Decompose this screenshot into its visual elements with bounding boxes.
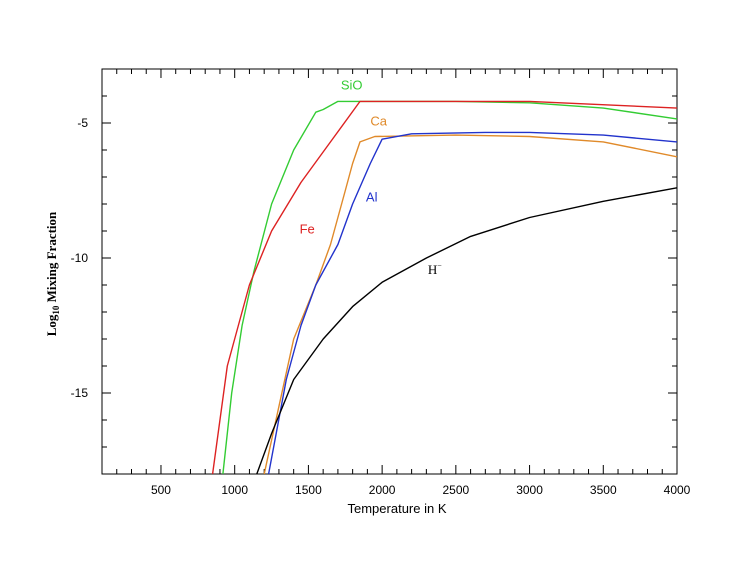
series-annotations: SiO Ca Al Fe H− [300, 77, 443, 277]
series-line-al [267, 131, 677, 474]
x-tick-label: 1500 [295, 483, 322, 497]
series-line-sio [222, 100, 677, 474]
label-sio: SiO [341, 77, 363, 92]
y-tick-label: -5 [77, 116, 88, 130]
label-al: Al [366, 189, 378, 204]
x-tick-label: 3500 [590, 483, 617, 497]
label-h: H− [428, 261, 442, 277]
y-tick-label: -10 [71, 251, 89, 265]
y-axis-label: Log10 Mixing Fraction [44, 211, 61, 336]
y-tick-label: -15 [71, 386, 89, 400]
x-axis-label: Temperature in K [348, 501, 447, 516]
x-tick-label: 2500 [442, 483, 469, 497]
label-ca: Ca [370, 114, 387, 129]
axis-ticks [102, 69, 678, 474]
x-tick-label: 3000 [516, 483, 543, 497]
tick-labels: 500 1000 1500 2000 2500 3000 3500 4000 -5 -10 -15 [71, 116, 691, 497]
x-tick-label: 2000 [369, 483, 396, 497]
series-lines [211, 100, 677, 474]
label-h-superscript: − [437, 261, 442, 270]
x-tick-label: 4000 [664, 483, 691, 497]
series-line-fe [211, 100, 677, 474]
series-line-ca [263, 134, 677, 474]
plot-frame [101, 68, 678, 475]
label-fe: Fe [300, 222, 315, 237]
x-tick-label: 500 [151, 483, 171, 497]
x-tick-label: 1000 [221, 483, 248, 497]
y-axis-label-subscript: 10 [51, 305, 61, 315]
y-axis-label-suffix: Mixing Fraction [44, 211, 59, 306]
y-axis-label-prefix: Log [44, 314, 59, 336]
plot-area-border [101, 68, 678, 475]
series-line-h [256, 187, 677, 474]
